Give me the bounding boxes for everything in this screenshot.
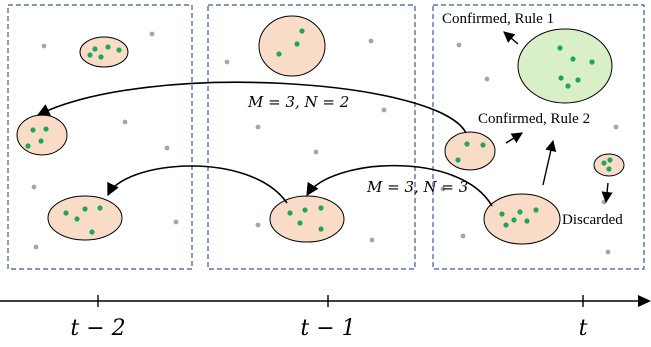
time-axis-arrowhead [638, 295, 651, 307]
noise-point [605, 249, 611, 255]
member-point [105, 44, 111, 50]
noise-point [368, 38, 374, 44]
member-point [565, 83, 571, 89]
member-point [87, 52, 93, 58]
member-point [318, 226, 324, 232]
label-params-upper: M = 3, N = 2 [247, 93, 349, 111]
noise-point [224, 59, 230, 65]
cluster [16, 114, 68, 156]
member-point [464, 141, 470, 147]
member-point [606, 166, 612, 172]
label-params-lower: M = 3, N = 3 [366, 178, 468, 196]
noise-point [381, 107, 387, 113]
member-point [503, 222, 509, 228]
noise-point [255, 222, 261, 228]
member-point [25, 143, 31, 149]
frame-t-minus-2 [7, 4, 193, 270]
cluster [269, 195, 345, 243]
cluster [483, 193, 561, 245]
member-point [557, 45, 563, 51]
frame-t-minus-1 [207, 4, 416, 270]
member-point [97, 205, 103, 211]
member-point [82, 206, 88, 212]
noise-point [456, 42, 462, 48]
noise-point [460, 233, 466, 239]
member-point [524, 218, 530, 224]
member-point [302, 207, 308, 213]
noise-point [31, 184, 37, 190]
member-point [499, 211, 505, 217]
tick-label-t-minus-1: t − 1 [300, 316, 355, 341]
member-point [511, 217, 517, 223]
member-point [533, 207, 539, 213]
member-point [92, 46, 98, 52]
member-point [558, 75, 564, 81]
arrow-up-from-cluster [542, 139, 557, 186]
cluster [79, 36, 129, 68]
label-confirmed-rule2: Confirmed, Rule 2 [478, 111, 590, 127]
member-point [575, 77, 581, 83]
member-point [294, 41, 300, 47]
member-point [455, 157, 461, 163]
member-point [38, 138, 44, 144]
association-arrow-upper [36, 81, 467, 134]
noise-point [41, 43, 47, 49]
cluster-confirmed-rule2 [444, 131, 496, 171]
noise-point [440, 186, 446, 192]
label-discarded: Discarded [562, 212, 623, 228]
label-confirmed-rule1: Confirmed, Rule 1 [442, 11, 554, 27]
member-point [30, 127, 36, 133]
member-point [43, 126, 49, 132]
member-point [601, 160, 607, 166]
noise-point [484, 76, 490, 82]
cluster-discarded [593, 153, 625, 177]
tick-label-t-minus-2: t − 2 [70, 316, 125, 341]
tick-label-t: t [579, 316, 588, 341]
arrow-to-rule2 [505, 132, 523, 144]
member-point [480, 142, 486, 148]
noise-point [164, 145, 170, 151]
member-point [63, 210, 69, 216]
cluster [47, 195, 123, 241]
member-point [116, 47, 122, 53]
noise-point [613, 124, 619, 130]
member-point [299, 28, 305, 34]
arrow-to-discarded [601, 182, 613, 204]
arrow-to-rule1 [503, 31, 519, 45]
member-point [318, 205, 324, 211]
noise-point [173, 219, 179, 225]
member-point [276, 51, 282, 57]
noise-point [149, 31, 155, 37]
member-point [607, 157, 613, 163]
member-point [570, 56, 576, 62]
member-point [74, 216, 80, 222]
member-point [589, 59, 595, 65]
noise-point [122, 119, 128, 125]
association-arrow-lower-a [306, 164, 493, 207]
cluster [258, 15, 326, 77]
association-arrow-lower-b [107, 165, 288, 204]
cluster-confirmed-rule1 [517, 28, 613, 104]
frame-t [432, 4, 645, 270]
noise-point [33, 244, 39, 250]
member-point [98, 54, 104, 60]
member-point [297, 220, 303, 226]
noise-point [369, 237, 375, 243]
member-point [517, 209, 523, 215]
member-point [89, 229, 95, 235]
noise-point [255, 124, 261, 130]
member-point [287, 210, 293, 216]
noise-point [313, 149, 319, 155]
